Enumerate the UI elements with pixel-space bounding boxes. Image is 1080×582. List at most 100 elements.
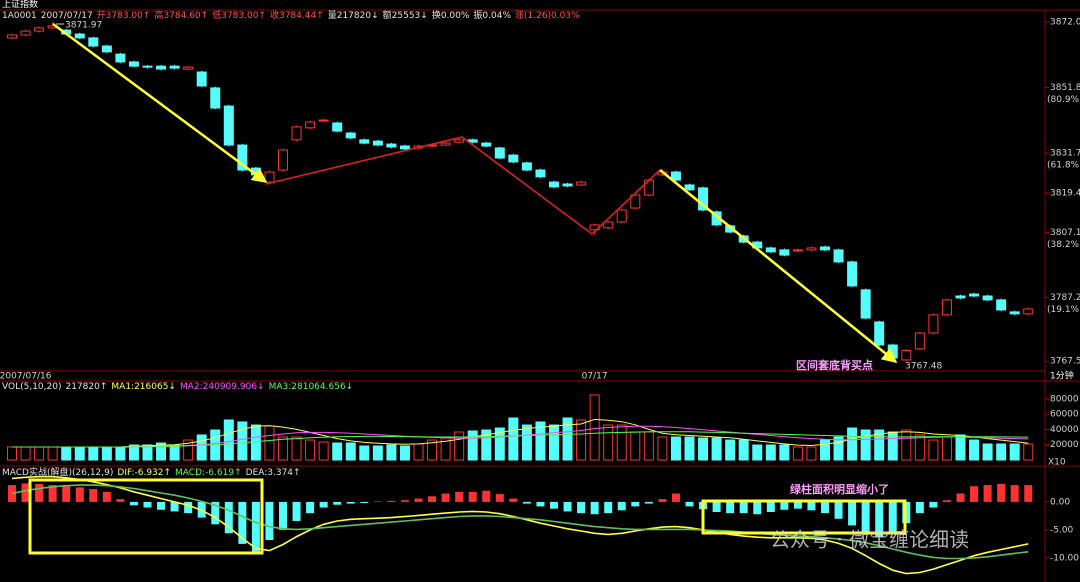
y-tick-label: 0.00 — [1050, 497, 1070, 507]
candle-body — [982, 295, 993, 301]
macd-bar — [238, 501, 247, 544]
macd-bar — [644, 501, 653, 504]
candle-body — [454, 139, 465, 143]
header-item: 量217820↓ — [327, 11, 379, 21]
macd-bar — [753, 501, 762, 515]
macd-bar — [522, 501, 531, 504]
macd-bar — [428, 496, 437, 502]
macd-bar — [62, 486, 71, 502]
buy-point-note: 区间套底背买点 — [796, 358, 873, 372]
macd-bar — [143, 501, 152, 508]
macd-bar — [536, 501, 545, 507]
candle-body — [820, 246, 830, 251]
macd-bar — [1010, 485, 1019, 502]
macd-bar — [319, 501, 328, 508]
volume-bar — [914, 434, 925, 461]
tick-note: (61.8%) — [1047, 160, 1080, 170]
candle-body — [345, 132, 356, 139]
macd-bar — [35, 484, 44, 502]
macd-bar — [251, 501, 260, 554]
volume-bar — [359, 445, 370, 461]
macd-bar — [685, 501, 694, 507]
candle-body — [101, 45, 112, 53]
header-item: 低3783.00↑ — [212, 11, 266, 21]
macd-bar — [848, 501, 857, 526]
timeframe: 1分钟 — [1050, 370, 1074, 382]
candle-body — [210, 87, 221, 109]
macd-bar — [577, 501, 586, 514]
candle-body — [616, 209, 627, 223]
volume-bar — [74, 446, 85, 461]
volume-bar — [1023, 443, 1034, 461]
candle-body — [88, 37, 99, 47]
header-item: 收3784.44↑ — [269, 11, 324, 21]
macd-bar — [346, 501, 355, 504]
header-item: DIF:-6.932↑ — [117, 468, 172, 478]
volume-bar — [820, 439, 830, 461]
macd-bar — [793, 501, 802, 509]
volume-bar — [494, 427, 505, 461]
macd-bar — [265, 501, 274, 540]
macd-bar — [509, 498, 518, 502]
candle-body — [399, 145, 410, 150]
trend-annotations — [28, 22, 907, 555]
price-header: 1A0001 2007/07/17 开3783.00↑ 高3784.60↑ 低3783.… — [2, 11, 580, 21]
volume-bar — [88, 446, 99, 461]
volume-bar — [698, 437, 709, 461]
macd-bar — [658, 499, 667, 502]
volume-bar — [427, 439, 438, 461]
volume-bar — [752, 444, 763, 461]
macd-note: 绿柱面积明显缩小了 — [790, 482, 889, 496]
header-item: MACD实战(解盘)(26,12,9) — [2, 468, 114, 478]
volume-bar — [156, 442, 167, 461]
title-bar: 上证指数 — [2, 0, 38, 10]
macd-bar — [834, 501, 843, 519]
volume-bar — [386, 444, 397, 461]
header-item: 额25553↓ — [382, 11, 428, 21]
y-tick-label: 80000 — [1050, 394, 1079, 404]
macd-bar — [807, 501, 816, 511]
macd-bar — [224, 501, 233, 534]
macd-bar — [75, 487, 84, 502]
volume-bar — [318, 441, 329, 461]
indicator-line — [11, 484, 1029, 560]
macd-bar — [766, 501, 775, 512]
volume-bar — [860, 429, 871, 461]
volume-bar — [725, 439, 736, 461]
candle-body — [521, 162, 532, 171]
candle-body — [847, 261, 858, 287]
macd-bar — [942, 500, 951, 502]
macd-bar — [184, 501, 193, 514]
volume-bar — [61, 446, 72, 461]
candle-body — [7, 34, 17, 39]
volume-bar — [250, 424, 261, 461]
tick-note: (19.1%) — [1047, 305, 1080, 315]
macd-bar — [550, 501, 558, 509]
volume-bar — [657, 436, 668, 461]
y-tick-label: 3819.4 — [1050, 188, 1080, 198]
macd-bar — [956, 493, 965, 502]
candle-body — [630, 194, 641, 209]
volume-bar — [223, 419, 234, 461]
macd-bar — [983, 485, 992, 502]
volume-bar — [576, 419, 587, 461]
header-item: 换0.00% — [431, 11, 470, 21]
volume-bar — [291, 436, 302, 461]
macd-bar — [604, 501, 613, 514]
macd-bar — [739, 501, 748, 514]
header-item: MACD:-6.619↑ — [175, 468, 242, 478]
macd-bar — [8, 485, 16, 502]
candle-body — [183, 66, 194, 70]
frame — [0, 9, 1080, 582]
watermark: 公众号 · 微宝缠论细读 — [770, 528, 969, 552]
volume-bar — [47, 446, 58, 461]
volume-bar — [630, 431, 641, 461]
candle-body — [955, 295, 966, 299]
volume-bar — [589, 394, 600, 461]
macd-bar — [780, 501, 789, 510]
macd-bar — [102, 491, 111, 502]
macd-bar — [929, 501, 938, 508]
volume-bar — [616, 424, 627, 461]
